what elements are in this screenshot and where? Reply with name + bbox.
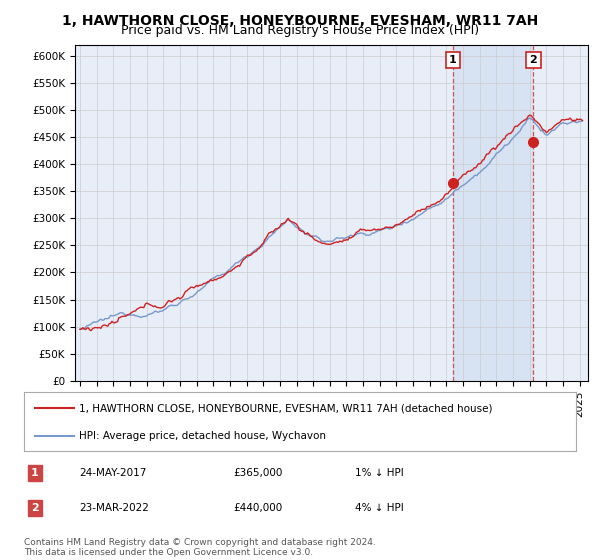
- Text: 1: 1: [449, 55, 457, 65]
- Text: £440,000: £440,000: [234, 503, 283, 513]
- Text: Price paid vs. HM Land Registry's House Price Index (HPI): Price paid vs. HM Land Registry's House …: [121, 24, 479, 37]
- Text: 2: 2: [529, 55, 537, 65]
- Text: 23-MAR-2022: 23-MAR-2022: [79, 503, 149, 513]
- Text: 1: 1: [31, 468, 39, 478]
- Bar: [453, 45, 533, 381]
- Text: 4% ↓ HPI: 4% ↓ HPI: [355, 503, 404, 513]
- Text: 1, HAWTHORN CLOSE, HONEYBOURNE, EVESHAM, WR11 7AH (detached house): 1, HAWTHORN CLOSE, HONEYBOURNE, EVESHAM,…: [79, 403, 493, 413]
- Text: 24-MAY-2017: 24-MAY-2017: [79, 468, 146, 478]
- Text: 1, HAWTHORN CLOSE, HONEYBOURNE, EVESHAM, WR11 7AH: 1, HAWTHORN CLOSE, HONEYBOURNE, EVESHAM,…: [62, 14, 538, 28]
- Text: Contains HM Land Registry data © Crown copyright and database right 2024.
This d: Contains HM Land Registry data © Crown c…: [24, 538, 376, 557]
- Text: 2: 2: [31, 503, 39, 513]
- Text: £365,000: £365,000: [234, 468, 283, 478]
- Text: HPI: Average price, detached house, Wychavon: HPI: Average price, detached house, Wych…: [79, 431, 326, 441]
- Text: 1% ↓ HPI: 1% ↓ HPI: [355, 468, 404, 478]
